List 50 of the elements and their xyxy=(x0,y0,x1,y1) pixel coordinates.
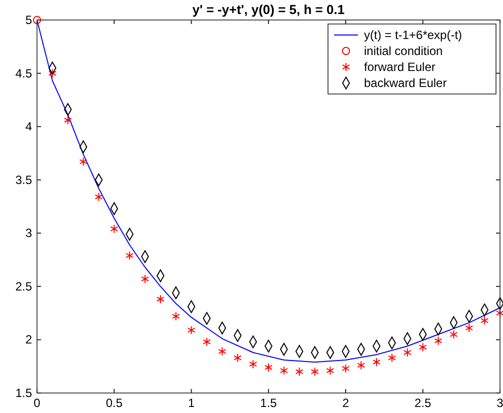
y-tick-label: 4 xyxy=(25,120,32,134)
y-tick-label: 3 xyxy=(25,226,32,240)
point xyxy=(94,192,103,202)
x-tick-label: 2.5 xyxy=(414,396,432,410)
point xyxy=(234,353,242,362)
point xyxy=(388,353,396,362)
point xyxy=(418,342,427,352)
point xyxy=(280,366,288,376)
point xyxy=(79,157,88,166)
x-tick-label: 0.5 xyxy=(106,396,123,410)
point xyxy=(110,224,118,234)
point xyxy=(434,336,442,346)
point xyxy=(32,16,42,24)
x-tick-label: 3 xyxy=(496,396,503,410)
point xyxy=(141,274,150,284)
x-tick-label: 1.5 xyxy=(260,396,278,410)
y-tick-label: 3.5 xyxy=(15,172,32,187)
point xyxy=(372,358,381,367)
point xyxy=(310,367,319,376)
legend-label: y(t) = t-1+6*exp(-t) xyxy=(364,28,462,42)
point xyxy=(202,337,211,346)
point xyxy=(326,366,334,376)
point xyxy=(403,348,412,358)
point xyxy=(249,360,258,369)
point xyxy=(264,362,272,372)
legend-label: initial condition xyxy=(364,44,443,58)
x-tick-label: 2 xyxy=(342,396,350,410)
point xyxy=(465,323,474,333)
y-tick-label: 5 xyxy=(25,13,32,27)
point xyxy=(48,68,56,78)
point xyxy=(172,312,180,321)
y-tick-label: 2 xyxy=(25,332,32,347)
point xyxy=(64,116,72,125)
point xyxy=(450,330,458,339)
point xyxy=(156,294,164,304)
legend-label: backward Euler xyxy=(364,76,447,90)
point xyxy=(187,326,196,335)
point xyxy=(342,364,350,374)
x-tick-label: 0 xyxy=(34,396,41,410)
point xyxy=(357,360,366,370)
chart-title: y' = -y+t', y(0) = 5, h = 0.1 xyxy=(192,2,345,17)
x-tick-label: 1 xyxy=(188,396,195,410)
point xyxy=(126,251,134,260)
y-tick-label: 1.5 xyxy=(15,386,32,400)
y-tick-label: 4.5 xyxy=(15,66,32,80)
point xyxy=(218,346,226,356)
point xyxy=(480,316,489,326)
y-tick-label: 2.5 xyxy=(15,279,32,294)
legend-label: forward Euler xyxy=(364,60,436,74)
point xyxy=(295,367,304,376)
